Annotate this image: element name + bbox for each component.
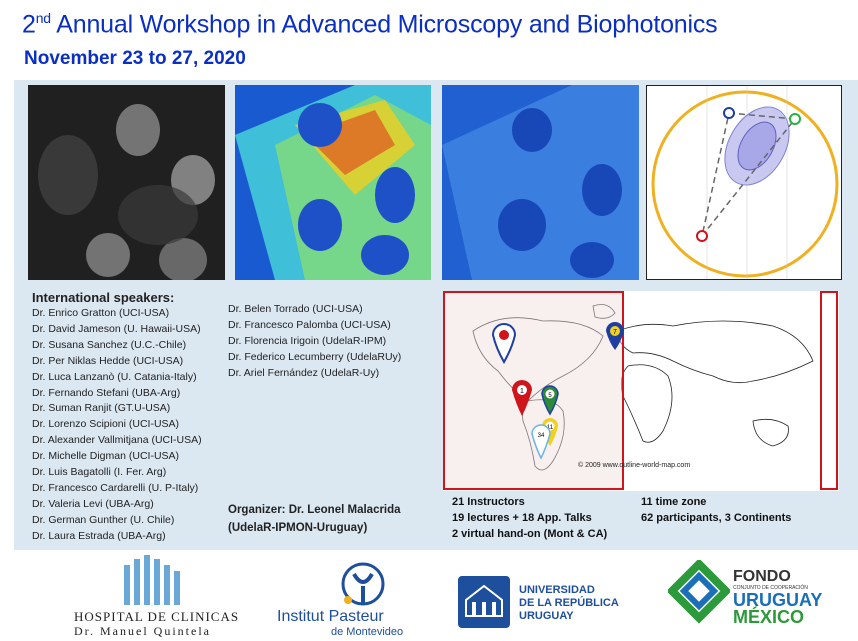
handson-count: 2 virtual hand-on (Mont & CA)	[452, 528, 608, 540]
speaker-item: Dr. Francesco Palomba (UCI-USA)	[228, 318, 391, 331]
speaker-item: Dr. Fernando Stefani (UBA-Arg)	[32, 386, 181, 399]
phasor-colormap-image	[235, 85, 431, 280]
svg-text:1: 1	[520, 388, 524, 395]
map-pin: 34	[531, 424, 551, 460]
organizer-block: Organizer: Dr. Leonel Malacrida (UdelaR-…	[228, 501, 401, 537]
fondo-title: FONDO	[733, 568, 791, 585]
stats-left: 21 Instructors 19 lectures + 18 App. Tal…	[452, 494, 607, 542]
speaker-item: Dr. Ariel Fernández (UdelaR-Uy)	[228, 366, 380, 379]
pasteur-name: Institut Pasteur	[277, 608, 384, 625]
instructors-count: 21 Instructors	[452, 496, 525, 508]
svg-text:34: 34	[538, 433, 545, 439]
grayscale-microscopy-image	[28, 85, 225, 280]
svg-text:5: 5	[548, 393, 552, 399]
speakers-column-2: Dr. Belen Torrado (UCI-USA) Dr. Francesc…	[228, 302, 401, 382]
speaker-item: Dr. Belen Torrado (UCI-USA)	[228, 303, 363, 315]
map-highlight-americas	[443, 291, 624, 490]
speaker-item: Dr. Lorenzo Scipioni (UCI-USA)	[32, 418, 180, 431]
speaker-item: Dr. David Jameson (U. Hawaii-USA)	[32, 322, 201, 335]
speaker-item: Dr. Suman Ranjit (GT.U-USA)	[32, 402, 171, 415]
page-title: 2nd Annual Workshop in Advanced Microsco…	[22, 10, 718, 39]
map-highlight-pacific	[820, 291, 838, 490]
timezone-count: 11 time zone	[641, 496, 707, 508]
fondo-uruguay: URUGUAY	[733, 590, 823, 610]
lectures-count: 19 lectures + 18 App. Talks	[452, 512, 592, 524]
speaker-item: Dr. Alexander Vallmitjana (UCI-USA)	[32, 434, 202, 447]
hospital-subname: Dr. Manuel Quintela	[74, 624, 211, 638]
udelar-line-3: URUGUAY	[519, 610, 574, 622]
pasteur-logo-icon	[341, 562, 385, 606]
speaker-item: Dr. Laura Estrada (UBA-Arg)	[32, 529, 166, 542]
svg-text:7: 7	[613, 329, 617, 336]
udelar-name: UNIVERSIDAD DE LA REPÚBLICA URUGUAY	[519, 584, 619, 623]
speaker-item: Dr. Susana Sanchez (U.C.-Chile)	[32, 338, 187, 351]
speaker-item: Dr. Valeria Levi (UBA-Arg)	[32, 497, 154, 510]
speaker-item: Dr. Luca Lanzanò (U. Catania-Italy)	[32, 370, 197, 383]
hospital-name: HOSPITAL DE CLINICAS	[74, 609, 240, 624]
speaker-item: Dr. Luis Bagatolli (I. Fer. Arg)	[32, 466, 167, 479]
stats-right: 11 time zone 62 participants, 3 Continen…	[641, 494, 791, 526]
map-pin	[491, 323, 517, 365]
speaker-item: Dr. Florencia Irigoin (UdelaR-IPM)	[228, 334, 387, 347]
speaker-item: Dr. German Gunther (U. Chile)	[32, 513, 175, 526]
organizer-name: Organizer: Dr. Leonel Malacrida	[228, 504, 401, 516]
pasteur-subname: de Montevideo	[331, 626, 404, 638]
map-pin: 5	[541, 385, 559, 416]
speaker-item: Dr. Francesco Cardarelli (U. P-Italy)	[32, 481, 199, 494]
udelar-line-2: DE LA REPÚBLICA	[519, 597, 619, 609]
map-copyright: © 2009 www.outline-world-map.com	[578, 462, 691, 469]
speaker-item: Dr. Michelle Digman (UCI-USA)	[32, 450, 180, 463]
speaker-item: Dr. Per Niklas Hedde (UCI-USA)	[32, 354, 184, 367]
phasor-plot	[646, 85, 842, 280]
participants-count: 62 participants, 3 Continents	[641, 512, 792, 524]
map-markers: 1 5 11 34	[491, 323, 559, 460]
speakers-column-1: Dr. Enrico Gratton (UCI-USA) Dr. David J…	[32, 306, 202, 545]
speaker-item: Dr. Enrico Gratton (UCI-USA)	[32, 307, 170, 319]
speaker-item: Dr. Federico Lecumberry (UdelaRUy)	[228, 350, 402, 363]
udelar-logo-icon	[458, 576, 510, 628]
hospital-logo-icon	[124, 555, 180, 605]
udelar-line-1: UNIVERSIDAD	[519, 584, 595, 596]
svg-text:11: 11	[547, 425, 554, 431]
fondo-mexico: MÉXICO	[733, 607, 805, 627]
map-pin-europe: 7	[606, 321, 624, 350]
fondo-logo-icon	[668, 560, 730, 624]
speakers-heading: International speakers:	[32, 290, 175, 305]
event-dates: November 23 to 27, 2020	[24, 48, 246, 69]
fondo-tagline: CONJUNTO DE COOPERACIÓN	[733, 585, 808, 591]
map-pin: 1	[512, 380, 532, 416]
organizer-affiliation: (UdelaR-IPMON-Uruguay)	[228, 522, 368, 534]
blue-colormap-image	[442, 85, 639, 280]
